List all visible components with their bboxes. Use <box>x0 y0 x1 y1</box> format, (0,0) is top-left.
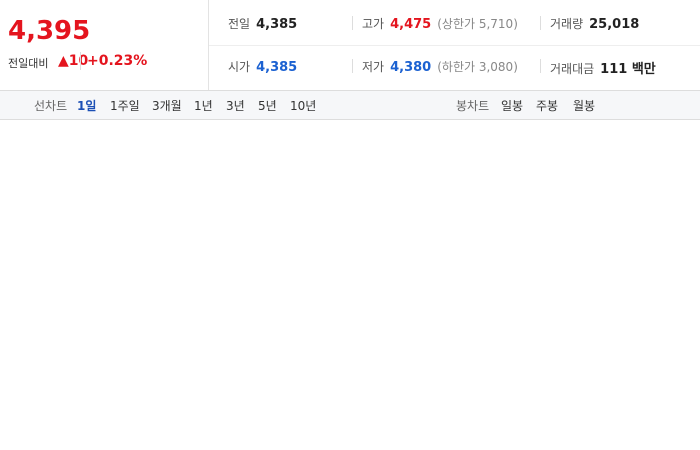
quote-item: 저가 4,380 (하한가 3,080) <box>362 58 518 75</box>
divider <box>540 16 541 30</box>
quote-item: 전일 4,385 <box>228 15 297 32</box>
period-button[interactable]: 5년 <box>258 99 277 113</box>
toolbar-label: 선차트 <box>34 99 68 113</box>
divider <box>352 16 353 30</box>
change-rate: +0.23% <box>87 53 148 69</box>
toolbar: 선차트 1일 1주일 3개월 1년 3년 5년 10년 봉차트 일봉 주봉 월봉 <box>0 90 700 120</box>
quote-label: 거래대금 <box>550 62 595 76</box>
quote-note: (하한가 3,080) <box>437 60 518 74</box>
candle-button[interactable]: 주봉 <box>536 99 559 113</box>
period-button[interactable]: 3개월 <box>152 99 182 113</box>
quote-value: 25,018 <box>589 17 640 32</box>
candle-button[interactable]: 월봉 <box>573 99 596 113</box>
quote-item: 거래량 25,018 <box>550 15 639 32</box>
chart: 4,4914,4444,3974,3504,303거래량 <box>0 118 700 450</box>
quote-item: 고가 4,475 (상한가 5,710) <box>362 15 518 32</box>
divider <box>352 59 353 73</box>
period-button[interactable]: 1년 <box>194 99 213 113</box>
quote-value: 4,475 <box>390 17 432 32</box>
period-button[interactable]: 3년 <box>226 99 245 113</box>
quote-label: 거래량 <box>550 17 584 31</box>
quote-note: (상한가 5,710) <box>437 17 518 31</box>
period-button[interactable]: 1일 <box>77 99 97 113</box>
quote-label: 저가 <box>362 60 385 74</box>
price: 4,395 <box>8 16 91 46</box>
period-button[interactable]: 10년 <box>290 99 317 113</box>
quote-value: 4,385 <box>256 17 298 32</box>
candle-button[interactable]: 일봉 <box>501 99 524 113</box>
quote-value: 4,385 <box>256 60 298 75</box>
quote-value: 4,380 <box>390 60 432 75</box>
quote-item: 시가 4,385 <box>228 58 297 75</box>
change-label: 전일대비 <box>8 57 49 70</box>
quote-label: 시가 <box>228 60 251 74</box>
quote-item: 거래대금 111 백만 <box>550 58 656 77</box>
quote-value: 111 백만 <box>600 62 656 77</box>
change: ▲10 <box>58 53 89 69</box>
divider <box>540 59 541 73</box>
quote-label: 고가 <box>362 17 385 31</box>
period-button[interactable]: 1주일 <box>110 99 140 113</box>
change-value: 10 <box>68 53 89 69</box>
quote-label: 전일 <box>228 17 251 31</box>
toolbar-label: 봉차트 <box>456 99 490 113</box>
price-panel: 4,395 전일대비 ▲10 +0.23% <box>0 0 209 90</box>
